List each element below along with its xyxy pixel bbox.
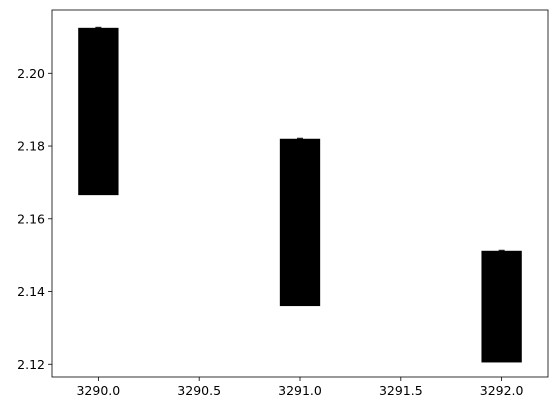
plot-frame [51, 9, 549, 378]
x-axis: 3290.0 3290.5 3291.0 3291.5 3292.0 [76, 377, 524, 398]
y-tick-label: 2.16 [17, 211, 45, 226]
x-tick-label: 3290.5 [177, 383, 221, 398]
y-axis: 2.12 2.14 2.16 2.18 2.20 [17, 66, 52, 372]
y-tick-label: 2.18 [17, 139, 45, 154]
y-tick-label: 2.12 [17, 357, 45, 372]
x-tick-label: 3291.5 [379, 383, 423, 398]
bars-group [78, 26, 522, 363]
x-tick-label: 3290.0 [76, 383, 120, 398]
bar [481, 250, 522, 363]
y-tick-label: 2.14 [17, 284, 45, 299]
bar [279, 138, 321, 307]
y-tick-label: 2.20 [17, 66, 45, 81]
bar [78, 27, 119, 196]
x-tick-label: 3291.0 [278, 383, 322, 398]
x-tick-label: 3292.0 [480, 383, 524, 398]
